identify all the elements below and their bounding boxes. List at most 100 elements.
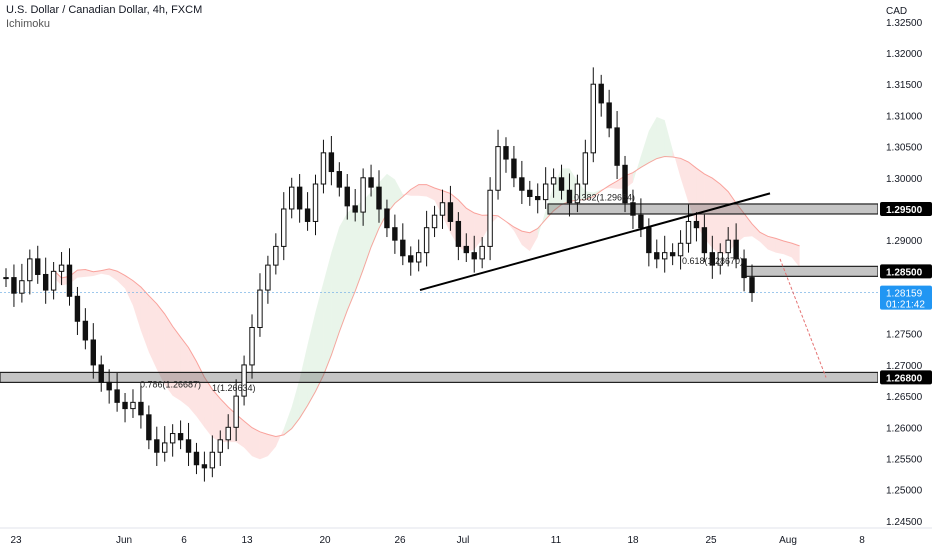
level-price-label: 1.28500 [886, 267, 923, 278]
candle-body [471, 252, 477, 260]
indicator-label[interactable]: Ichimoku [6, 18, 51, 30]
time-tick-label: 25 [705, 535, 717, 546]
cloud-segment [204, 377, 213, 438]
candle-body [503, 146, 509, 160]
price-tick-label: 1.26000 [886, 423, 923, 434]
candle-body [225, 426, 231, 441]
candle-body [320, 152, 327, 185]
fib-label: 0.618(1.28670) [682, 256, 743, 266]
candle-body [217, 439, 223, 453]
candle-body [701, 227, 708, 254]
cloud-segment [283, 407, 292, 435]
cloud-segment [148, 295, 157, 370]
candle-body [638, 214, 644, 229]
cloud-segment [109, 268, 118, 281]
time-tick-label: 18 [627, 535, 639, 546]
cloud-segment [640, 131, 649, 168]
candle-body [677, 242, 684, 257]
time-axis-bg [0, 528, 932, 550]
candle-body [654, 252, 660, 260]
candle-body [463, 245, 469, 254]
price-tick-label: 1.30500 [886, 143, 923, 154]
candle-body [622, 164, 628, 204]
candle-body [550, 177, 557, 185]
cloud-segment [767, 236, 776, 253]
candle-body [90, 339, 96, 366]
candle-body [209, 451, 216, 469]
price-tick-label: 1.31500 [886, 80, 923, 91]
candles [3, 67, 755, 482]
candle-body [717, 252, 723, 266]
last-price-tag [880, 285, 932, 310]
cloud-segment [513, 226, 522, 245]
candle-body [138, 401, 144, 416]
cloud-segment [386, 173, 395, 214]
cloud-segment [744, 213, 752, 238]
cloud-segment [132, 280, 141, 331]
cloud-segment [291, 378, 300, 429]
cloud-segment [307, 311, 316, 406]
candle-body [98, 364, 104, 383]
candle-body [336, 171, 343, 188]
cloud-segment [196, 361, 205, 428]
ichimoku-cloud [53, 116, 800, 460]
candle-body [11, 277, 17, 294]
cloud-segment [402, 189, 411, 197]
cloud-segment [299, 344, 308, 419]
cloud-segment [728, 191, 737, 253]
price-tick-label: 1.29000 [886, 236, 923, 247]
cloud-segment [315, 282, 324, 392]
candle-body [495, 146, 501, 191]
price-tick-label: 1.25000 [886, 486, 923, 497]
candle-body [193, 451, 200, 466]
candle-body [669, 252, 676, 257]
candle-body [566, 189, 573, 204]
candle-body [630, 202, 636, 216]
candle-body [352, 205, 358, 213]
cloud-segment [252, 427, 260, 460]
candle-body [114, 389, 120, 403]
candle-body [42, 273, 49, 291]
level-price-tag [880, 370, 932, 385]
time-tick-label: 13 [241, 535, 253, 546]
cloud-segment [275, 428, 284, 447]
candle-body [542, 183, 549, 201]
candle-body [201, 464, 208, 469]
candle-body [400, 239, 406, 257]
candle-body [741, 258, 747, 279]
candle-body [27, 258, 33, 282]
cloud-span-b [53, 155, 800, 438]
candle-body [614, 127, 620, 166]
candle-body [408, 255, 414, 263]
candle-body [392, 227, 398, 241]
candle-body [439, 202, 446, 216]
candle-body [662, 252, 668, 260]
price-tick-label: 1.27500 [886, 330, 923, 341]
cloud-segment [783, 240, 792, 258]
candle-body [574, 183, 581, 204]
candle-body [368, 177, 374, 188]
price-tick-label: 1.32500 [886, 18, 923, 29]
level-zone [0, 371, 879, 384]
chart-title: U.S. Dollar / Canadian Dollar, 4h, FXCM [6, 4, 203, 16]
cloud-segment [680, 158, 689, 203]
candle-body [725, 239, 731, 254]
cloud-segment [688, 161, 697, 225]
cloud-segment [77, 269, 86, 278]
candle-body [281, 208, 287, 247]
time-tick-label: 23 [10, 535, 22, 546]
candle-body [106, 381, 112, 391]
time-tick-label: 8 [859, 535, 865, 546]
candle-body [344, 186, 350, 207]
cloud-segment [244, 421, 253, 457]
time-axis: 23 Jun 6 13 20 26 Jul 11 18 25 Aug 8 [0, 527, 932, 550]
candle-body [511, 158, 517, 179]
candle-body [19, 280, 25, 294]
candle-body [241, 364, 247, 397]
candle-body [185, 439, 192, 453]
candle-body [265, 264, 271, 291]
cloud-segment [410, 184, 419, 196]
candle-body [169, 433, 176, 444]
cloud-segment [529, 228, 538, 252]
